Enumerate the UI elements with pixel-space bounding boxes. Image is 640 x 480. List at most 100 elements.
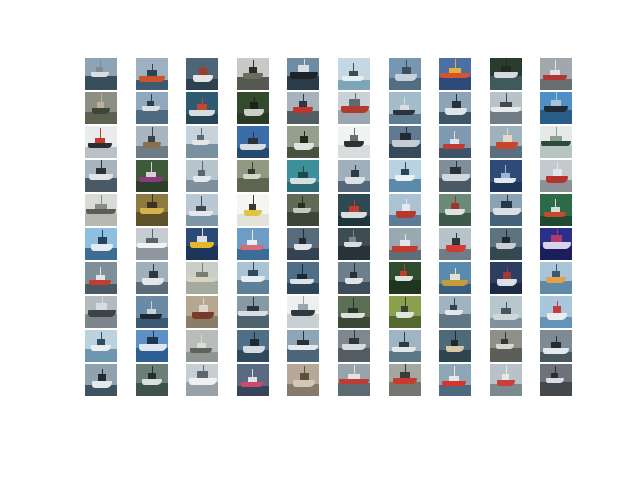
boat-mast (406, 199, 407, 207)
boat-thumbnail (338, 58, 370, 90)
boat-hull (290, 178, 316, 184)
boat-hull (193, 75, 213, 82)
boat-mast (304, 131, 305, 139)
boat-thumbnail (389, 126, 421, 158)
boat-cabin (197, 236, 207, 242)
boat-thumbnail (490, 228, 522, 260)
boat-hull (496, 344, 514, 349)
boat-mast (303, 296, 304, 306)
boat-mast (455, 268, 456, 276)
boat-thumbnail (389, 228, 421, 260)
boat-mast (507, 267, 508, 275)
water-area (237, 386, 269, 396)
boat-cabin (349, 338, 359, 344)
boat-mast (100, 128, 101, 139)
boat-mast (506, 230, 507, 239)
water-area (85, 248, 117, 260)
water-area (186, 281, 218, 294)
boat-mast (252, 230, 253, 241)
boat-thumbnail (338, 228, 370, 260)
boat-mast (556, 336, 557, 344)
boat-cabin (146, 238, 158, 243)
boat-hull (344, 242, 362, 247)
boat-thumbnail (136, 194, 168, 226)
boat-mast (405, 162, 406, 171)
boat-thumbnail (540, 296, 572, 328)
water-area (389, 78, 421, 90)
boat-hull (294, 143, 314, 150)
boat-hull (395, 276, 413, 281)
boat-thumbnail (287, 296, 319, 328)
water-area (85, 76, 117, 90)
boat-thumbnail (85, 228, 117, 260)
boat-thumbnail (338, 330, 370, 362)
boat-thumbnail (439, 364, 471, 396)
water-area (439, 148, 471, 158)
boat-cabin (449, 376, 459, 381)
boat-cabin (247, 306, 259, 311)
water-area (490, 212, 522, 226)
boat-mast (304, 366, 305, 376)
boat-thumbnail (540, 364, 572, 396)
boat-hull (393, 378, 417, 384)
boat-mast (201, 335, 202, 344)
boat-mast (102, 230, 103, 240)
water-area (287, 147, 319, 158)
boat-thumbnail (490, 330, 522, 362)
water-area (490, 384, 522, 396)
boat-hull (243, 346, 265, 353)
boat-mast (100, 60, 101, 68)
boat-cabin (501, 173, 510, 178)
water-area (490, 283, 522, 294)
boat-thumbnail (389, 160, 421, 192)
boat-mast (404, 332, 405, 343)
water-area (136, 282, 168, 294)
water-area (540, 79, 572, 90)
boat-hull (294, 244, 312, 250)
boat-thumbnail (186, 364, 218, 396)
boat-hull (140, 314, 162, 319)
boat-thumbnail (540, 58, 572, 90)
boat-mast (353, 298, 354, 309)
boat-cabin (401, 169, 409, 175)
water-area (490, 247, 522, 260)
boat-cabin (147, 70, 157, 76)
boat-cabin (96, 168, 106, 174)
boat-cabin (349, 71, 358, 76)
boat-thumbnail (186, 58, 218, 90)
boat-mast (406, 127, 407, 136)
water-area (540, 246, 572, 260)
water-area (237, 249, 269, 260)
boat-thumbnail (85, 194, 117, 226)
boat-hull (541, 141, 571, 146)
water-area (439, 213, 471, 226)
boat-mast (303, 166, 304, 174)
boat-thumbnail (287, 92, 319, 124)
boat-cabin (551, 373, 558, 378)
boat-mast (405, 234, 406, 242)
boat-hull (392, 347, 416, 352)
water-area (136, 318, 168, 328)
boat-cabin (96, 303, 107, 310)
water-area (338, 216, 370, 226)
boat-cabin (503, 272, 511, 279)
boat-cabin (402, 67, 411, 74)
boat-hull (143, 142, 161, 148)
boat-thumbnail (540, 262, 572, 294)
boat-hull (547, 313, 567, 320)
boat-hull (190, 242, 214, 248)
boat-hull (395, 175, 415, 181)
water-area (287, 283, 319, 294)
boat-cabin (96, 275, 105, 280)
boat-thumbnail (136, 58, 168, 90)
boat-hull (341, 212, 367, 218)
boat-cabin (248, 270, 258, 276)
boat-cabin (95, 138, 105, 143)
boat-thumbnail (490, 126, 522, 158)
water-area (439, 314, 471, 328)
boat-hull (544, 106, 568, 112)
boat-mast (151, 301, 152, 310)
water-area (136, 146, 168, 158)
boat-thumbnail (439, 92, 471, 124)
